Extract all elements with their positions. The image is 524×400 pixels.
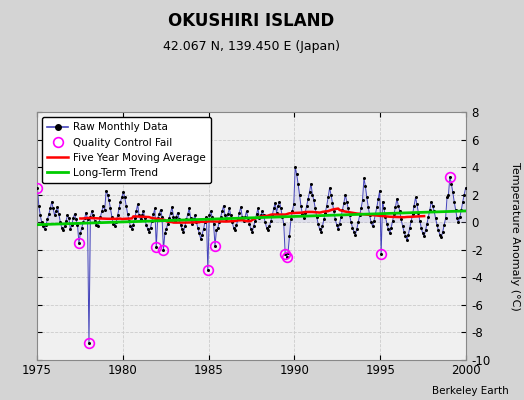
Y-axis label: Temperature Anomaly (°C): Temperature Anomaly (°C)	[510, 162, 520, 310]
Text: OKUSHIRI ISLAND: OKUSHIRI ISLAND	[168, 12, 335, 30]
Text: 42.067 N, 139.450 E (Japan): 42.067 N, 139.450 E (Japan)	[163, 40, 340, 53]
Legend: Raw Monthly Data, Quality Control Fail, Five Year Moving Average, Long-Term Tren: Raw Monthly Data, Quality Control Fail, …	[42, 117, 211, 183]
Text: Berkeley Earth: Berkeley Earth	[432, 386, 508, 396]
